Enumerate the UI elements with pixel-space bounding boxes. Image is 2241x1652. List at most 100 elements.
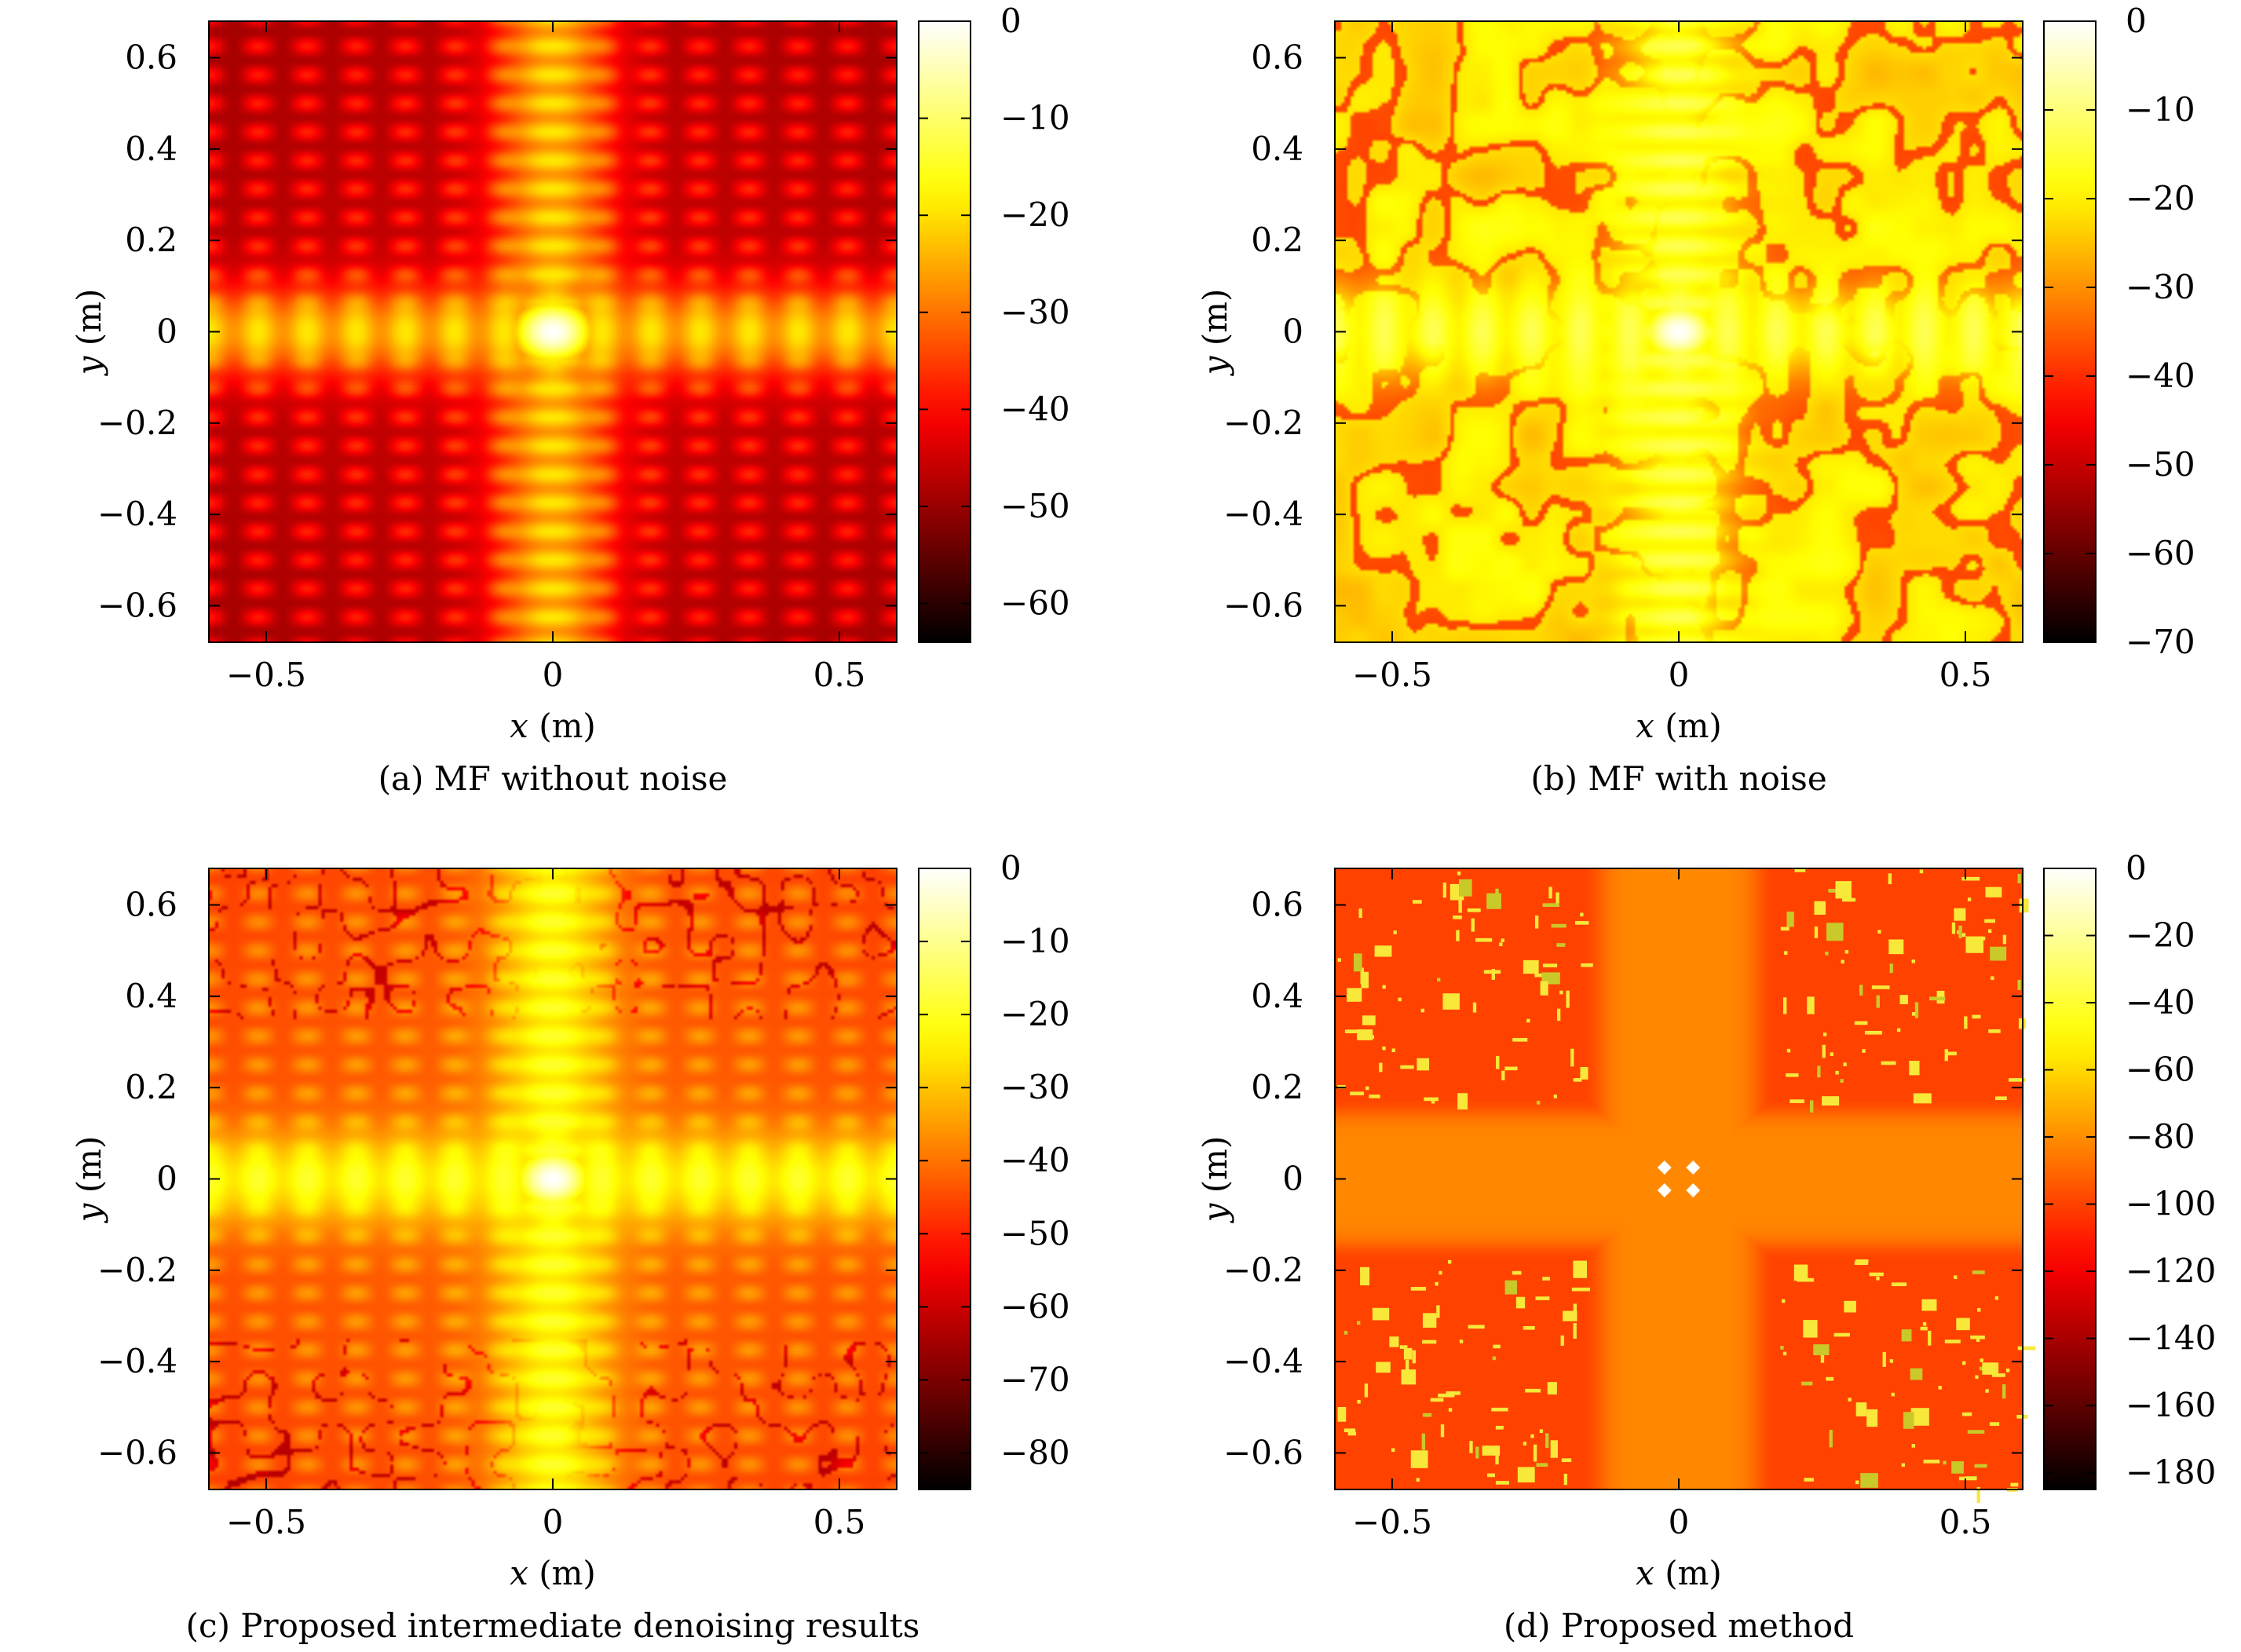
speck (1961, 933, 1966, 937)
speck (1860, 1473, 1878, 1488)
speck (1982, 1362, 1999, 1375)
speck (1580, 912, 1584, 917)
speck (1365, 1086, 1369, 1091)
speck (1813, 1344, 1830, 1355)
speck (1472, 1002, 1477, 1013)
x-tick-label: −0.5 (1352, 656, 1432, 694)
x-axis-label: x (m) (510, 1554, 596, 1592)
speck (1420, 1008, 1425, 1013)
speck (1786, 1073, 1799, 1077)
speck (1550, 1440, 1558, 1458)
colorbar-tick-label: −10 (1000, 99, 1070, 137)
speck (1985, 1389, 1989, 1393)
speck (1357, 1399, 1361, 1404)
speck (1379, 1062, 1383, 1073)
speck (1958, 925, 1962, 939)
speck (1780, 927, 1790, 931)
speck (1991, 976, 1994, 981)
y-tick-label: −0.4 (1223, 495, 1303, 533)
speck (1790, 1099, 1804, 1103)
speck (2002, 1383, 2006, 1399)
speck (1412, 900, 1422, 904)
speck (1354, 953, 1362, 972)
speck (1536, 1101, 1541, 1105)
speck (1438, 1393, 1455, 1398)
y-axis-label: y (m) (1196, 289, 1234, 377)
speck (1542, 963, 1558, 968)
x-tick-label: 0 (543, 656, 564, 694)
speck (1559, 990, 1563, 995)
speck (1422, 1340, 1437, 1344)
speck (1539, 1429, 1544, 1434)
speck (1859, 985, 1863, 996)
speck (1573, 1260, 1587, 1278)
speck (1984, 919, 1996, 923)
speck (1822, 1044, 1826, 1058)
speck (1358, 908, 1362, 919)
colorbar-tick-label: 0 (1000, 849, 1022, 887)
colorbar-tick-label: −40 (2126, 356, 2195, 395)
speck (1456, 930, 1460, 941)
speck (1457, 872, 1461, 875)
y-tick-label: 0.2 (1251, 1068, 1303, 1106)
speck (1548, 886, 1552, 899)
colorbar (2043, 20, 2097, 643)
x-tick-label: 0.5 (813, 1503, 866, 1541)
speck (1501, 938, 1504, 943)
speck (1535, 1296, 1550, 1300)
speck (1911, 1011, 1916, 1016)
speck (1958, 1476, 1977, 1481)
speck (1965, 936, 1984, 953)
speck (1398, 997, 1402, 1002)
speck (1828, 889, 1839, 893)
colorbar-tick-label: −10 (1000, 922, 1070, 960)
speck (1403, 1347, 1413, 1360)
speck (2019, 898, 2029, 913)
speck (1909, 1061, 1920, 1076)
speck (1504, 1280, 1517, 1295)
speck (1416, 1478, 1420, 1482)
speck (1523, 1325, 1535, 1330)
speck (1976, 1486, 1980, 1503)
y-tick-label: −0.6 (97, 586, 177, 624)
speck (1901, 1329, 1912, 1342)
speck (1374, 945, 1392, 957)
speck (1913, 1093, 1932, 1104)
speck (1783, 997, 1787, 1014)
speck (1980, 1358, 1983, 1362)
speck (1855, 1480, 1859, 1485)
speck (1946, 1051, 1957, 1056)
y-tick-label: 0.4 (125, 130, 177, 168)
speck (1551, 923, 1567, 928)
colorbar-tick-label: −50 (1000, 1214, 1070, 1252)
speck (1961, 1412, 1972, 1416)
colorbar-tick-label: −30 (1000, 1068, 1070, 1106)
colorbar-tick-label: −80 (2126, 1117, 2195, 1156)
speck (1495, 1481, 1509, 1485)
y-tick-label: 0.6 (1251, 38, 1303, 77)
speck (1458, 879, 1472, 897)
colorbar-tick-label: −20 (1000, 196, 1070, 234)
speck (1974, 1464, 1987, 1468)
colorbar-tick-label: 0 (2126, 849, 2147, 887)
y-tick-label: 0.4 (1251, 130, 1303, 168)
speck (1421, 1433, 1426, 1450)
speck (1929, 996, 1946, 1001)
speck (1560, 1335, 1564, 1346)
speck (1994, 1096, 2007, 1101)
speck (1896, 1028, 1901, 1032)
speck (1928, 1330, 1932, 1346)
speck (1809, 1100, 1814, 1113)
speck (1437, 978, 1441, 982)
x-axis-label: x (m) (1636, 1554, 1722, 1592)
x-tick-label: 0.5 (813, 656, 866, 694)
speck (1782, 1351, 1787, 1356)
speck (1938, 1385, 1942, 1390)
speck (1987, 929, 1992, 934)
speck (1794, 868, 1806, 872)
speck (1357, 1321, 1361, 1325)
speck (1889, 1359, 1894, 1363)
speck (1566, 990, 1570, 1008)
speck (1533, 1444, 1537, 1462)
speck (1389, 1336, 1399, 1347)
